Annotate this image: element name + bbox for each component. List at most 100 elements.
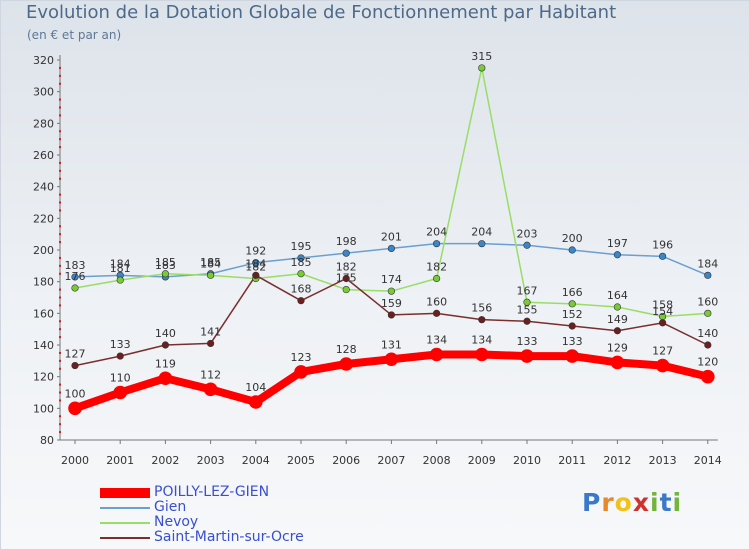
y-minor-tick xyxy=(59,304,61,307)
data-point xyxy=(655,358,670,373)
data-point xyxy=(252,271,260,279)
y-minor-tick xyxy=(59,130,61,133)
x-tick-label: 2006 xyxy=(332,454,360,467)
data-label: 184 xyxy=(110,257,131,270)
data-point xyxy=(342,285,350,294)
y-tick-label: 140 xyxy=(33,339,54,352)
data-point xyxy=(704,341,712,349)
y-tick-label: 120 xyxy=(33,371,54,384)
logo-letter: r xyxy=(601,488,615,517)
data-label: 156 xyxy=(471,302,492,315)
y-minor-tick xyxy=(59,233,61,236)
data-label: 200 xyxy=(562,232,583,245)
y-minor-tick xyxy=(59,241,61,244)
data-point xyxy=(700,369,715,384)
data-label: 154 xyxy=(652,305,673,318)
y-tick-label: 280 xyxy=(33,117,54,130)
y-minor-tick xyxy=(59,431,61,434)
y-minor-tick xyxy=(59,328,61,331)
data-label: 183 xyxy=(155,259,176,272)
data-point xyxy=(658,252,667,260)
data-point xyxy=(610,355,625,370)
x-tick-label: 2012 xyxy=(603,454,631,467)
logo-letter: t xyxy=(659,488,673,517)
data-label: 183 xyxy=(65,259,86,272)
data-label: 140 xyxy=(697,327,718,340)
data-label: 182 xyxy=(245,261,266,274)
data-label: 160 xyxy=(697,295,718,308)
data-point xyxy=(478,64,486,72)
y-minor-tick xyxy=(59,138,61,141)
legend-label: POILLY-LEZ-GIEN xyxy=(154,484,270,500)
y-tick-label: 240 xyxy=(33,181,54,194)
data-label: 133 xyxy=(562,335,583,348)
x-tick-label: 2010 xyxy=(513,454,541,467)
data-point xyxy=(478,316,486,324)
y-tick-label: 260 xyxy=(33,149,54,162)
data-label: 198 xyxy=(336,235,357,248)
legend-swatch xyxy=(100,488,150,498)
y-minor-tick xyxy=(59,367,61,370)
y-minor-tick xyxy=(59,225,61,228)
data-label: 159 xyxy=(381,297,402,310)
data-point xyxy=(207,271,215,279)
data-label: 104 xyxy=(245,381,266,394)
y-tick-label: 160 xyxy=(33,307,54,320)
data-point xyxy=(387,287,396,295)
data-point xyxy=(249,395,263,409)
data-label: 131 xyxy=(381,338,402,351)
y-minor-tick xyxy=(59,177,61,180)
data-point xyxy=(520,349,534,363)
y-minor-tick xyxy=(59,359,61,362)
data-point xyxy=(297,270,305,278)
y-minor-tick xyxy=(59,114,61,117)
y-minor-tick xyxy=(59,161,61,164)
data-point xyxy=(297,297,305,305)
y-minor-tick xyxy=(59,74,61,77)
data-point xyxy=(704,309,712,317)
data-label: 141 xyxy=(200,325,221,338)
data-label: 185 xyxy=(200,256,221,269)
data-point xyxy=(252,259,260,267)
data-label: 185 xyxy=(291,256,312,269)
data-label: 175 xyxy=(336,272,357,285)
data-point xyxy=(565,349,580,363)
data-point xyxy=(342,249,350,257)
data-point xyxy=(71,361,79,370)
data-label: 201 xyxy=(381,230,402,243)
data-label: 160 xyxy=(426,295,447,308)
proxiti-logo: Proxiti xyxy=(582,488,682,517)
data-label: 166 xyxy=(562,286,583,299)
data-point xyxy=(113,385,127,400)
data-point xyxy=(613,251,622,259)
y-minor-tick xyxy=(59,320,61,323)
data-label: 110 xyxy=(110,372,131,385)
logo-letter: i xyxy=(672,488,683,517)
x-tick-label: 2002 xyxy=(151,454,179,467)
data-label: 129 xyxy=(607,341,628,354)
y-minor-tick xyxy=(59,209,61,212)
data-point xyxy=(161,341,169,349)
series-markers xyxy=(68,64,715,416)
y-tick-label: 200 xyxy=(33,244,54,257)
legend-swatch xyxy=(100,522,150,524)
x-tick-label: 2005 xyxy=(287,454,315,467)
data-point xyxy=(474,347,489,362)
data-point xyxy=(568,322,576,330)
data-label: 149 xyxy=(607,313,628,326)
data-label: 315 xyxy=(471,50,492,63)
data-label: 119 xyxy=(155,357,176,370)
y-tick-label: 220 xyxy=(33,212,54,225)
y-tick-label: 100 xyxy=(33,402,54,415)
data-point xyxy=(161,270,169,278)
legend-label: Gien xyxy=(154,499,187,515)
data-label: 182 xyxy=(426,261,447,274)
data-label: 128 xyxy=(336,343,357,356)
legend-swatch xyxy=(100,507,150,509)
y-minor-tick xyxy=(59,169,61,172)
logo-letter: P xyxy=(582,488,602,517)
data-point xyxy=(387,244,396,253)
data-point xyxy=(203,382,218,397)
